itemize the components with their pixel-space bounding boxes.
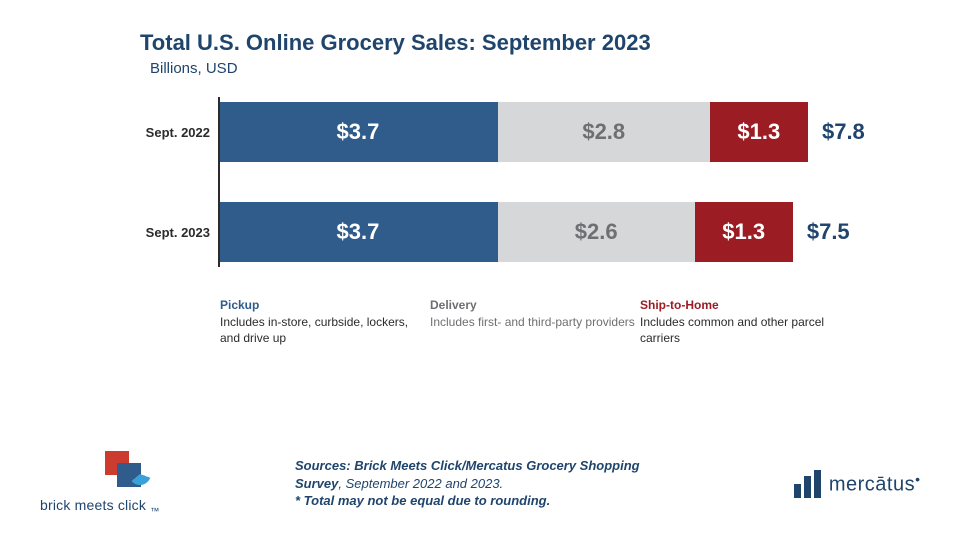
bmc-logo-icon	[103, 451, 157, 493]
sources-note: * Total may not be equal due to rounding…	[295, 493, 550, 508]
bar-row: Sept. 2022$3.7$2.8$1.3 $7.8	[140, 97, 920, 167]
chart-title: Total U.S. Online Grocery Sales: Septemb…	[140, 30, 920, 56]
legend-desc: Includes first- and third-party provider…	[430, 314, 640, 330]
legend-desc: Includes common and other parcel carrier…	[640, 314, 850, 346]
bmc-trademark: ™	[150, 506, 159, 516]
legend-title: Delivery	[430, 297, 640, 313]
bar-wrap: $3.7$2.6$1.3	[218, 202, 793, 262]
chart-subtitle: Billions, USD	[150, 60, 920, 77]
bmc-logo-text: brick meets click ™	[40, 497, 220, 516]
legend-desc: Includes in-store, curbside, lockers, an…	[220, 314, 430, 346]
bar-segment-delivery: $2.8	[498, 102, 710, 162]
y-axis-line	[218, 97, 220, 267]
bar-segment-pickup: $3.7	[218, 202, 498, 262]
bar-segment-pickup: $3.7	[218, 102, 498, 162]
bar-row: Sept. 2023$3.7$2.6$1.3 $7.5	[140, 197, 920, 267]
mercatus-bar-icon	[794, 484, 801, 498]
legend: PickupIncludes in-store, curbside, locke…	[220, 297, 920, 347]
row-total: $7.8	[822, 119, 865, 145]
mercatus-bars-icon	[794, 470, 821, 498]
sources-period: , September 2022 and 2023.	[338, 476, 503, 491]
legend-title: Pickup	[220, 297, 430, 313]
legend-title: Ship-to-Home	[640, 297, 850, 313]
mercatus-text-wrap: mercātus•	[829, 471, 920, 496]
mercatus-logo: mercātus•	[750, 470, 920, 498]
sources-text: Sources: Brick Meets Click/Mercatus Groc…	[295, 457, 675, 510]
row-total: $7.5	[807, 219, 850, 245]
mercatus-bar-icon	[804, 476, 811, 498]
legend-item-ship: Ship-to-HomeIncludes common and other pa…	[640, 297, 850, 347]
bar-segment-delivery: $2.6	[498, 202, 695, 262]
page-root: Total U.S. Online Grocery Sales: Septemb…	[0, 0, 960, 540]
brick-meets-click-logo: brick meets click ™	[40, 451, 220, 516]
mercatus-text: mercātus	[829, 473, 915, 495]
mercatus-mark: •	[915, 471, 920, 487]
bar-wrap: $3.7$2.8$1.3	[218, 102, 808, 162]
row-label: Sept. 2022	[140, 125, 218, 140]
bar-segment-ship: $1.3	[695, 202, 793, 262]
bar-segment-ship: $1.3	[710, 102, 808, 162]
mercatus-bar-icon	[814, 470, 821, 498]
bmc-name: brick meets click	[40, 497, 146, 513]
row-label: Sept. 2023	[140, 225, 218, 240]
footer: brick meets click ™ Sources: Brick Meets…	[40, 451, 920, 516]
legend-item-delivery: DeliveryIncludes first- and third-party …	[430, 297, 640, 347]
sources-label: Sources:	[295, 458, 354, 473]
legend-item-pickup: PickupIncludes in-store, curbside, locke…	[220, 297, 430, 347]
chart-area: Sept. 2022$3.7$2.8$1.3$7.8Sept. 2023$3.7…	[140, 97, 920, 267]
